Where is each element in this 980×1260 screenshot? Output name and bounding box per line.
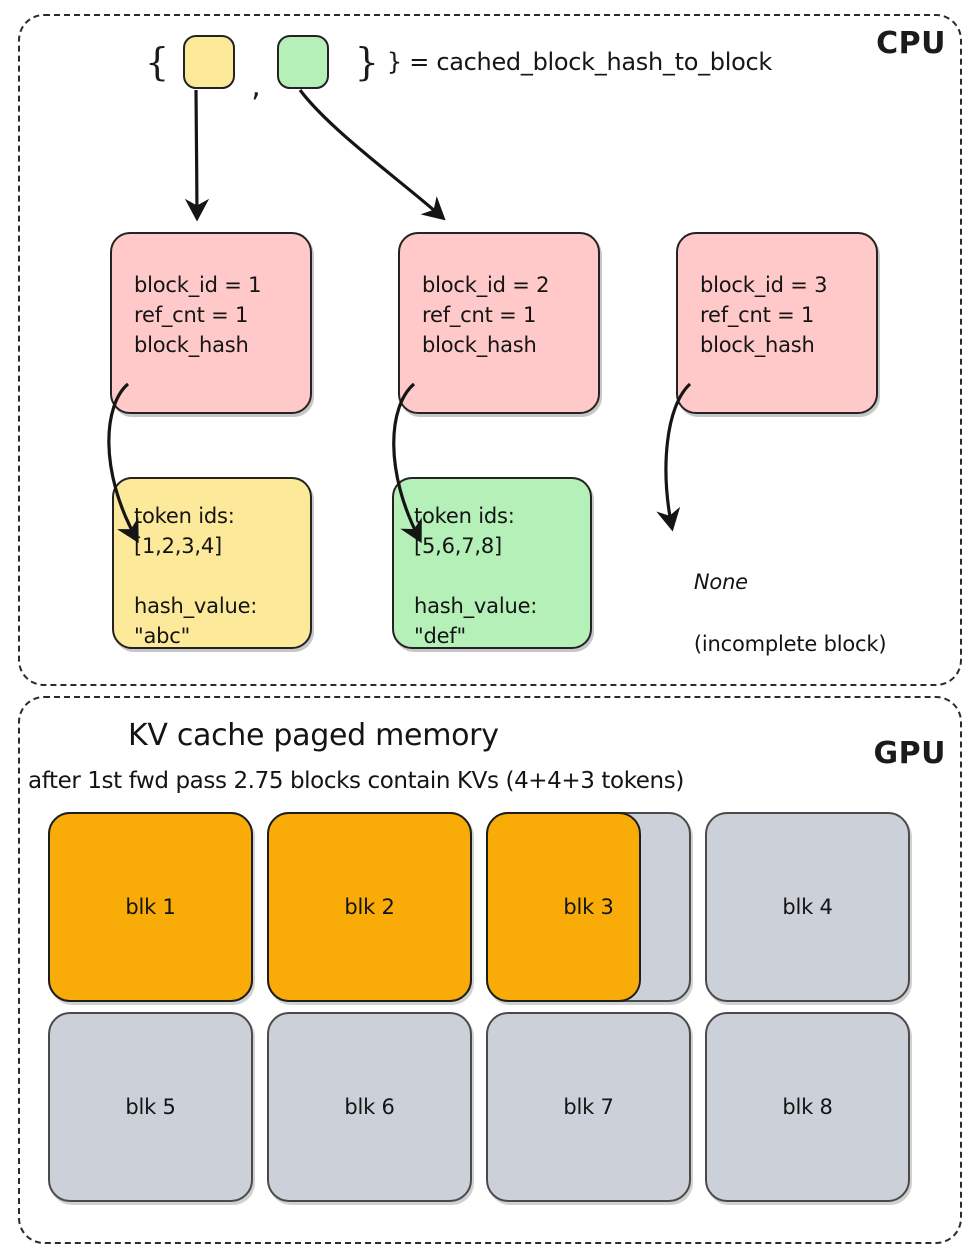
kv-block-7-label: blk 7 bbox=[563, 1095, 614, 1119]
block-metadata-card-3: block_id = 3 ref_cnt = 1 block_hash bbox=[676, 232, 878, 414]
yellow-key-swatch bbox=[183, 35, 236, 89]
block-metadata-card-1: block_id = 1 ref_cnt = 1 block_hash bbox=[110, 232, 312, 414]
kv-block-8-label: blk 8 bbox=[782, 1095, 833, 1119]
block-metadata-card-2: block_id = 2 ref_cnt = 1 block_hash bbox=[398, 232, 600, 414]
none-reason: (incomplete block) bbox=[693, 632, 887, 656]
close-brace: } bbox=[354, 40, 379, 84]
kv-block-1-fill bbox=[47, 811, 254, 1003]
kv-cache-subtitle: after 1st fwd pass 2.75 blocks contain K… bbox=[28, 768, 684, 794]
kv-block-3-fill bbox=[485, 811, 641, 1003]
kv-block-2-label: blk 2 bbox=[344, 895, 395, 919]
kv-block-5[interactable]: blk 5 bbox=[48, 1012, 253, 1202]
green-key-swatch bbox=[276, 35, 329, 89]
cpu-zone-label: CPU bbox=[876, 26, 946, 61]
comma-separator: , bbox=[251, 69, 261, 104]
kv-block-6[interactable]: blk 6 bbox=[267, 1012, 472, 1202]
dict-equals-and-name: } = cached_block_hash_to_block bbox=[386, 48, 772, 76]
kv-block-1-label: blk 1 bbox=[125, 895, 176, 919]
token-hash-card-2: token ids: [5,6,7,8] hash_value: "def" bbox=[392, 477, 592, 649]
block-metadata-text-1: block_id = 1 ref_cnt = 1 block_hash bbox=[134, 273, 262, 357]
gpu-zone-label: GPU bbox=[873, 736, 946, 771]
cached-block-hash-to-block-legend: { , } } = cached_block_hash_to_block bbox=[145, 30, 772, 104]
kv-block-3-label: blk 3 bbox=[563, 895, 614, 919]
token-hash-card-1: token ids: [1,2,3,4] hash_value: "abc" bbox=[112, 477, 312, 649]
none-value: None bbox=[693, 570, 748, 594]
kv-block-3[interactable]: blk 3 bbox=[485, 811, 691, 1003]
kv-block-5-label: blk 5 bbox=[125, 1095, 176, 1119]
kv-block-2[interactable]: blk 2 bbox=[266, 811, 473, 1003]
token-hash-text-2: token ids: [5,6,7,8] hash_value: "def" bbox=[414, 504, 538, 648]
block-metadata-text-3: block_id = 3 ref_cnt = 1 block_hash bbox=[700, 273, 828, 357]
kv-block-1[interactable]: blk 1 bbox=[47, 811, 254, 1003]
kv-block-8[interactable]: blk 8 bbox=[705, 1012, 910, 1202]
open-brace: { bbox=[145, 40, 170, 84]
kv-block-4[interactable]: blk 4 bbox=[705, 812, 910, 1002]
kv-block-7[interactable]: blk 7 bbox=[486, 1012, 691, 1202]
kv-block-4-label: blk 4 bbox=[782, 895, 833, 919]
kv-block-2-fill bbox=[266, 811, 473, 1003]
gpu-panel bbox=[18, 696, 962, 1244]
cpu-panel bbox=[18, 14, 962, 686]
none-incomplete-block-note: None (incomplete block) bbox=[668, 536, 887, 691]
kv-cache-title: KV cache paged memory bbox=[128, 718, 499, 753]
block-metadata-text-2: block_id = 2 ref_cnt = 1 block_hash bbox=[422, 273, 550, 357]
kv-block-6-label: blk 6 bbox=[344, 1095, 395, 1119]
token-hash-text-1: token ids: [1,2,3,4] hash_value: "abc" bbox=[134, 504, 258, 648]
